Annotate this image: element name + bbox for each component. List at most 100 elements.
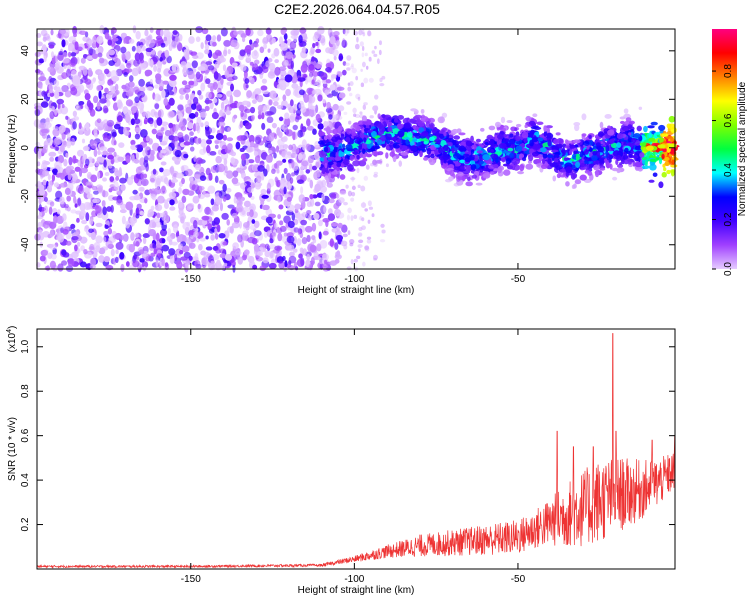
spectrogram-cell — [351, 63, 354, 68]
spectrogram-cell — [331, 227, 339, 233]
spectrogram-cell — [583, 140, 590, 147]
spectrogram-cell — [156, 129, 164, 136]
spectrogram-cell — [356, 167, 360, 174]
spectrogram-cell — [205, 61, 213, 66]
spectrogram-cell — [151, 221, 156, 228]
spectrogram-cell — [273, 152, 277, 159]
spectrogram-cell — [280, 27, 287, 36]
spectrogram-cell — [533, 143, 541, 150]
spectrogram-cell — [38, 184, 45, 191]
spectrogram-cell — [490, 140, 495, 144]
spectrogram-cell — [71, 236, 79, 241]
spectrogram-cell — [241, 254, 247, 261]
spectrogram-cell — [465, 181, 473, 187]
spectrogram-cell — [204, 126, 213, 135]
spectrogram-cell — [277, 214, 281, 220]
spectrogram-cell — [112, 234, 121, 240]
spectrogram-cell — [104, 172, 110, 177]
spectrogram-cell — [623, 108, 629, 114]
spectrogram-cell — [365, 153, 373, 158]
spectrogram-cell — [271, 37, 276, 44]
spectrogram-cell — [114, 89, 120, 95]
spectrogram-cell — [595, 142, 601, 147]
spectrogram-cell — [289, 251, 295, 257]
spectrogram-cell — [212, 52, 219, 60]
spectrogram-cell — [39, 84, 43, 90]
spectrogram-cell — [650, 121, 658, 126]
spectrogram-cell — [295, 266, 299, 271]
spectrogram-cell — [104, 68, 110, 75]
spectrogram-cell — [204, 193, 211, 198]
spectrogram-cell — [48, 151, 57, 157]
spectrogram-cell — [224, 70, 230, 79]
spectrogram-cell — [547, 139, 552, 147]
spectrogram-cell — [257, 104, 265, 112]
spectrogram-cell — [229, 94, 234, 104]
spectrogram-cell — [332, 128, 339, 135]
spectrogram-cell — [241, 100, 250, 106]
spectrogram-cell — [351, 191, 356, 197]
spectrogram-cell — [361, 52, 365, 58]
spectrogram-cell — [235, 141, 241, 150]
spectrogram-cell — [185, 106, 192, 114]
spectrogram-cell — [243, 222, 250, 229]
spectrogram-cell — [222, 183, 227, 192]
spectrogram-cell — [184, 134, 189, 142]
spectrogram-cell — [48, 180, 53, 188]
spectrogram-cell — [253, 49, 258, 57]
spectrogram-cell — [276, 168, 280, 174]
spectrogram-cell — [255, 38, 260, 44]
spectrogram-cell — [137, 101, 144, 110]
spectrogram-cell — [62, 251, 70, 258]
spectrogram-cell — [287, 220, 295, 229]
spectrogram-cell — [105, 240, 113, 248]
spectrogram-cell — [616, 154, 622, 162]
spectrogram-cell — [150, 50, 156, 55]
spectrogram-cell — [367, 30, 372, 37]
spectrogram-cell — [222, 49, 228, 57]
spectrogram-cell — [580, 145, 584, 152]
spectrogram-cell — [171, 241, 178, 246]
spectrogram-cell — [292, 131, 296, 141]
spectrogram-cell — [197, 89, 202, 96]
spectrogram-cell — [299, 27, 307, 34]
spectrogram-cell — [324, 162, 328, 169]
spectrogram-cell — [84, 78, 92, 85]
spectrogram-cell — [619, 116, 626, 120]
spectrogram-cell — [152, 168, 157, 175]
spectrogram-cell — [353, 258, 359, 263]
spectrogram-cell — [588, 135, 592, 139]
spectrogram-cell — [195, 157, 203, 165]
spectrogram-cell — [320, 72, 328, 81]
spectrogram-cell — [48, 82, 54, 91]
spectrogram-cell — [113, 151, 117, 157]
spectrogram-cell — [201, 219, 208, 226]
spectrogram-cell — [325, 47, 332, 54]
spectrogram-cell — [301, 46, 307, 54]
spectrogram-cell — [89, 264, 97, 269]
spectrogram-cell — [374, 45, 377, 50]
spectrogram-cell — [67, 258, 75, 267]
spectrogram-cell — [180, 164, 189, 172]
spectrogram-cell — [102, 177, 108, 182]
spectrogram-cell — [120, 263, 125, 273]
spectrogram-cell — [66, 132, 71, 140]
spectrogram-cell — [634, 145, 642, 151]
spectrogram-cell — [218, 116, 226, 123]
spectrogram-cell — [423, 140, 429, 145]
spectrogram-cell — [323, 156, 328, 163]
spectrogram-cell — [361, 46, 365, 52]
spectrogram-cell — [610, 142, 618, 149]
spectrogram-cell — [216, 224, 221, 233]
spectrogram-cell — [337, 105, 345, 112]
spectrogram-cell — [205, 78, 211, 85]
spectrogram-cell — [210, 198, 215, 206]
spectrogram-cell — [351, 176, 355, 182]
spectrogram-cell — [138, 249, 145, 255]
spectrogram-cell — [123, 71, 128, 77]
spectrogram-cell — [470, 149, 475, 155]
spectrogram-cell — [251, 163, 259, 172]
spectrogram-cell — [338, 150, 343, 157]
spectrogram-cell — [291, 172, 296, 177]
spectrogram-cell — [160, 149, 167, 154]
